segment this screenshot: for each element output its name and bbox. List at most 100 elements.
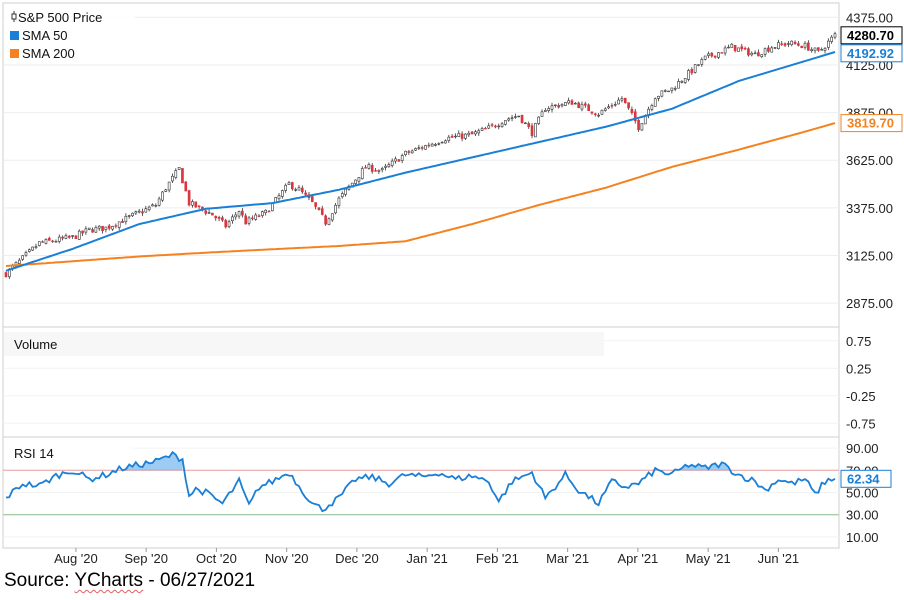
caption-suffix: - 06/27/2021 [143,570,256,591]
price-candle-body [480,128,484,131]
price-candle-body [460,133,464,139]
price-candle-body [217,216,221,219]
x-tick-label: Jun '21 [758,551,800,566]
legend-backdrop [5,5,135,63]
price-candle-body [777,42,780,50]
price-candle-body [41,241,44,243]
price-candle-body [540,111,544,117]
price-candle-body [707,53,710,56]
price-candle-body [424,145,427,150]
price-candle-body [570,100,574,105]
grid-lines [3,16,839,538]
price-candle-body [454,135,457,138]
price-candle-body [294,189,297,191]
price-candle-body [447,136,451,141]
price-candle-body [251,217,254,220]
price-candle-body [710,52,714,57]
legend-sma200-swatch [10,49,19,58]
price-candle-body [530,125,534,137]
price-candle-body [284,184,287,191]
legend-sma200-label: SMA 200 [22,46,75,61]
last-sma50-badge-text: 4192.92 [847,46,894,61]
price-candle-body [167,181,171,191]
price-candle-body [783,43,787,46]
price-candle-body [434,144,437,146]
price-candle-body [127,215,131,217]
volume-y-tick-label: 0.25 [846,361,871,376]
last-rsi-badge-text: 62.34 [847,471,880,486]
price-candle-body [700,59,704,65]
price-y-tick-label: 4375.00 [846,10,893,25]
price-candle-body [34,246,38,248]
last-price-badge: 4280.70 [840,26,903,45]
price-candle-body [693,64,697,73]
price-candle-body [787,43,790,45]
rsi-y-tick-label: 30.00 [846,508,879,523]
volume-y-tick-label: -0.75 [846,416,876,431]
price-candle-body [620,98,624,101]
volume-panel-title: Volume [14,337,57,352]
price-candle-body [613,104,617,106]
rsi-panel-title: RSI 14 [14,446,54,461]
price-candle-body [567,100,570,104]
price-candle-body [657,96,660,99]
price-candle-body [587,104,590,112]
price-candle-body [124,215,128,222]
price-candle-body [797,43,800,46]
price-candle-body [244,215,248,225]
stock-chart: 4375.004125.003875.003625.003375.003125.… [2,2,903,566]
price-candle-body [773,47,777,49]
price-candle-body [300,187,304,193]
price-candle-body [54,241,58,243]
price-candle-body [720,52,724,54]
price-candle-body [310,196,314,202]
price-candle-body [234,214,238,218]
price-candle-body [600,109,604,115]
price-candle-body [254,214,258,220]
price-y-tick-label: 3375.00 [846,201,893,216]
price-candle-body [364,167,367,169]
price-candle-body [304,192,307,195]
price-candle-body [514,116,517,118]
price-candle-body [757,52,760,57]
rsi-y-tick-label: 90.00 [846,441,879,456]
price-candle-body [490,124,494,126]
price-candle-body [390,160,394,166]
price-candle-body [84,228,88,233]
price-candle-body [740,46,744,50]
price-candle-body [590,111,594,114]
price-candle-body [747,48,750,56]
price-candle-body [57,236,61,242]
price-candle-body [224,220,228,228]
price-candle-body [444,140,447,144]
price-candle-body [387,164,391,168]
price-candle-body [154,205,158,207]
last-sma50-badge: 4192.92 [840,44,903,63]
price-candle-body [507,118,511,121]
price-candle-body [677,81,680,89]
price-candle-body [464,133,467,139]
price-candle-body [494,125,497,128]
price-candle-body [524,122,527,125]
price-candle-body [793,41,797,45]
price-candle-body [763,48,767,55]
price-candle-body [627,102,630,109]
price-candle-body [24,252,28,256]
price-candle-body [281,190,284,197]
price-candle-body [743,47,747,50]
price-candle-body [61,236,64,239]
price-candle-body [660,90,664,97]
x-tick-label: Apr '21 [618,551,659,566]
price-candle-body [717,52,720,58]
price-candle-body [477,130,481,134]
price-candle-body [680,80,684,83]
price-candle-body [550,105,554,110]
x-tick-label: May '21 [686,551,731,566]
price-candle-body [267,210,271,213]
price-candle-body [560,104,564,107]
price-candle-body [87,227,91,230]
price-candle-body [104,226,108,230]
price-candle-body [107,225,111,229]
price-y-tick-label: 2875.00 [846,296,893,311]
price-candle-body [21,255,24,260]
